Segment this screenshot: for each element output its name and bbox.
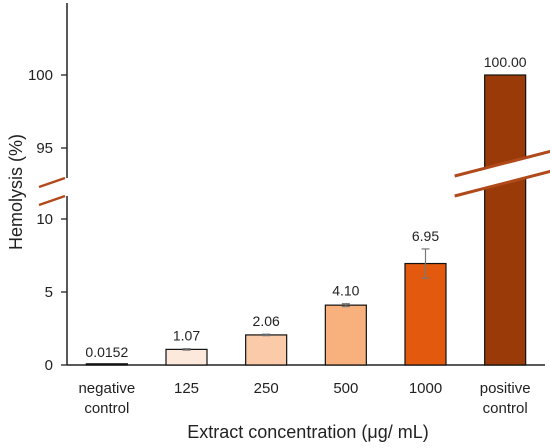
bar [404,262,447,366]
value-label: 6.95 [412,228,439,244]
bar [165,348,208,366]
y-tick-label: 100 [28,67,53,84]
axis-break-line [38,176,66,189]
bar [85,363,128,366]
value-label: 1.07 [173,328,200,344]
bar-break-line [454,149,550,178]
category-labels: negative control 125 250 500 1000 positive cont… [78,380,530,417]
category-label: control [84,400,129,417]
y-tick-label: 10 [36,211,53,228]
y-tick-label: 95 [36,140,53,157]
axes [61,3,545,366]
bar [324,304,367,366]
category-label: 1000 [409,380,442,397]
axis-break-marks [38,149,550,207]
category-label: 500 [333,380,358,397]
category-label: 125 [174,380,199,397]
category-label: positive [480,380,531,397]
x-axis-label: Extract concentration (μg/ mL) [187,422,428,442]
value-label: 0.0152 [85,344,128,360]
value-label: 4.10 [332,283,359,299]
bars [85,74,527,366]
value-label: 2.06 [253,313,280,329]
y-tick-label: 5 [45,284,53,301]
bar-break-line [454,169,550,198]
axis-break-line [38,194,66,207]
tick-labels: 0 5 10 95 100 [28,67,53,374]
value-label: 100.00 [484,54,527,70]
bar [245,334,288,366]
category-label: negative [78,380,135,397]
y-axis-label: Hemolysis (%) [6,134,26,250]
bar [484,74,527,366]
category-label: 250 [254,380,279,397]
category-label: control [483,400,528,417]
y-tick-label: 0 [45,357,53,374]
value-labels: 0.0152 1.07 2.06 4.10 6.95 100.00 [85,54,526,360]
bar-break-gap [454,151,550,196]
